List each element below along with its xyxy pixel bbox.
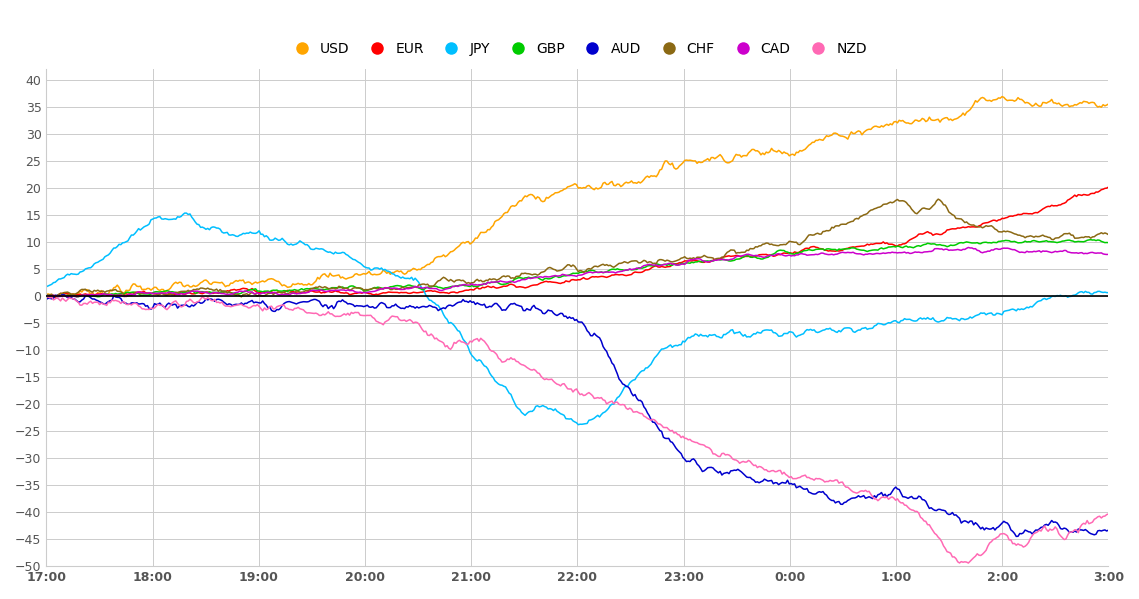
EUR — [667, 260, 681, 267]
CHF — [235, 294, 248, 301]
NZD — [312, 312, 326, 319]
CAD — [667, 261, 681, 268]
AUD — [40, 296, 54, 303]
CHF — [841, 219, 854, 226]
NZD — [228, 302, 241, 309]
CAD — [60, 294, 74, 301]
USD — [48, 294, 62, 301]
NZD — [748, 462, 762, 469]
CHF — [40, 291, 54, 298]
NZD — [1101, 510, 1115, 518]
GBP — [522, 274, 535, 281]
GBP — [229, 291, 243, 298]
CAD — [751, 252, 764, 259]
CAD — [841, 249, 854, 256]
Line: JPY: JPY — [47, 213, 1108, 425]
EUR — [751, 252, 764, 259]
AUD — [751, 478, 764, 485]
USD — [667, 164, 681, 171]
USD — [841, 135, 854, 143]
JPY — [752, 329, 765, 337]
AUD — [841, 497, 854, 504]
GBP — [751, 255, 764, 262]
CAD — [522, 274, 535, 282]
EUR — [1101, 183, 1115, 190]
CHF — [932, 195, 945, 202]
JPY — [314, 245, 328, 252]
JPY — [1101, 289, 1115, 297]
AUD — [229, 301, 243, 308]
GBP — [314, 286, 328, 293]
GBP — [40, 292, 54, 299]
EUR — [43, 295, 57, 302]
USD — [522, 192, 535, 199]
GBP — [1101, 239, 1115, 246]
EUR — [40, 295, 54, 302]
JPY — [572, 421, 585, 428]
AUD — [522, 306, 535, 313]
JPY — [843, 324, 857, 331]
AUD — [1101, 527, 1115, 534]
EUR — [314, 289, 328, 297]
JPY — [522, 409, 535, 416]
CHF — [751, 243, 764, 250]
Line: EUR: EUR — [47, 187, 1108, 298]
AUD — [314, 301, 328, 308]
CAD — [40, 292, 54, 299]
USD — [40, 291, 54, 298]
CHF — [228, 291, 241, 298]
EUR — [229, 286, 243, 294]
JPY — [178, 210, 191, 217]
NZD — [839, 483, 853, 491]
Line: USD: USD — [47, 96, 1108, 297]
USD — [1101, 101, 1115, 108]
Line: GBP: GBP — [47, 240, 1108, 297]
USD — [314, 273, 328, 280]
CAD — [229, 289, 243, 296]
CHF — [314, 283, 328, 291]
NZD — [521, 364, 534, 371]
JPY — [229, 232, 243, 240]
CHF — [1101, 231, 1115, 238]
NZD — [961, 559, 975, 567]
USD — [751, 147, 764, 155]
JPY — [669, 342, 682, 349]
CAD — [314, 286, 328, 294]
USD — [229, 277, 243, 284]
CHF — [522, 270, 535, 277]
EUR — [522, 283, 535, 291]
EUR — [841, 245, 854, 252]
Line: CHF: CHF — [47, 199, 1108, 297]
GBP — [50, 294, 64, 301]
Legend: USD, EUR, JPY, GBP, AUD, CHF, CAD, NZD: USD, EUR, JPY, GBP, AUD, CHF, CAD, NZD — [282, 36, 872, 61]
CAD — [961, 244, 975, 251]
AUD — [667, 441, 681, 449]
Line: CAD: CAD — [47, 247, 1108, 297]
CAD — [1101, 251, 1115, 258]
GBP — [841, 245, 854, 252]
NZD — [40, 292, 54, 300]
GBP — [667, 261, 681, 268]
AUD — [56, 291, 69, 298]
CHF — [667, 258, 681, 265]
USD — [995, 93, 1009, 100]
Line: AUD: AUD — [47, 294, 1108, 537]
GBP — [1084, 236, 1098, 243]
NZD — [665, 427, 679, 434]
AUD — [1009, 533, 1023, 540]
Line: NZD: NZD — [47, 296, 1108, 563]
JPY — [40, 283, 54, 291]
